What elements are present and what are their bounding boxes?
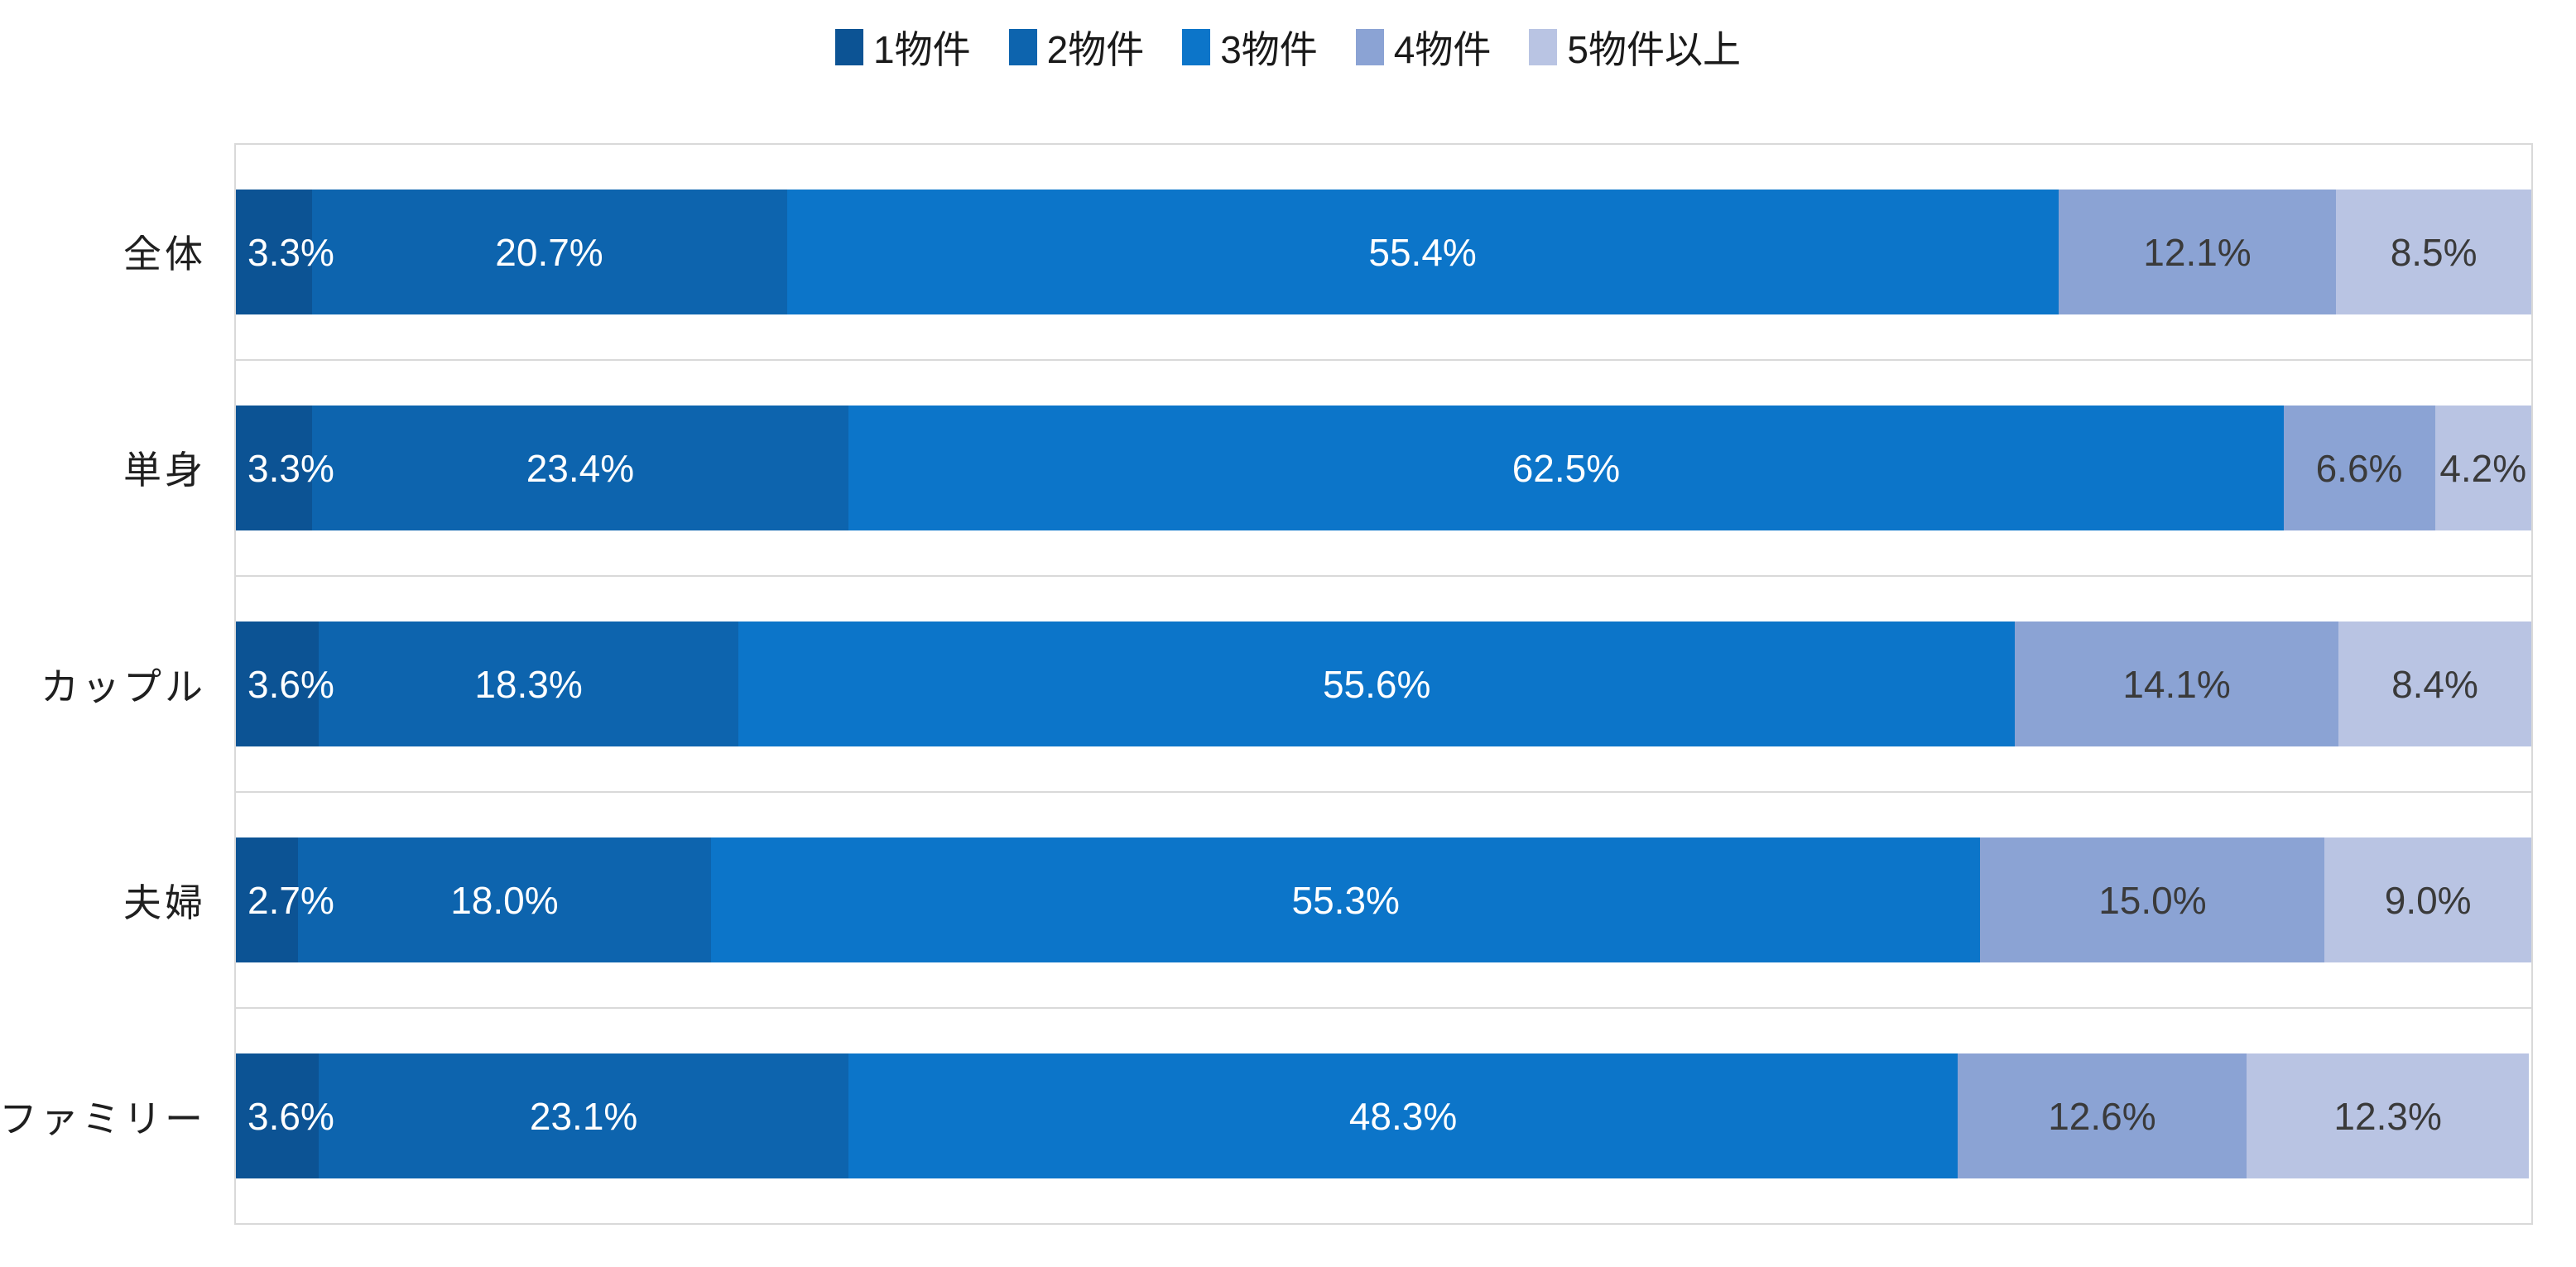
bar-segment: 18.3% xyxy=(318,622,739,746)
category-label: 夫婦 xyxy=(123,881,206,924)
stacked-bar: 3.6% 18.3% 55.6% 14.1% 8.4% xyxy=(236,622,2531,746)
bar-segment: 8.5% xyxy=(2336,190,2531,314)
category-label: カップル xyxy=(41,665,206,708)
segment-value-label: 55.4% xyxy=(1368,230,1477,274)
segment-value-label: 8.4% xyxy=(2391,662,2478,706)
legend-label: 3物件 xyxy=(1220,28,1318,71)
bar-row: 2.7% 18.0% 55.3% 15.0% 9.0% xyxy=(236,793,2531,1009)
bar-segment: 20.7% xyxy=(311,190,787,314)
bar-row: 3.6% 23.1% 48.3% 12.6% 12.3% xyxy=(236,1009,2531,1223)
segment-value-label: 3.6% xyxy=(248,1094,334,1138)
segment-value-label: 6.6% xyxy=(2315,446,2403,490)
legend-item: 3物件 xyxy=(1182,20,1318,74)
bar-segment: 4.2% xyxy=(2434,406,2531,530)
segment-value-label: 12.6% xyxy=(2048,1094,2156,1138)
legend-swatch-icon xyxy=(835,29,864,65)
bar-segment: 3.3% xyxy=(236,190,334,314)
legend-label: 2物件 xyxy=(1046,28,1145,71)
category-label: ファミリー xyxy=(0,1097,206,1141)
legend-item: 5物件以上 xyxy=(1529,20,1741,74)
chart-legend: 1物件 2物件 3物件 4物件 5物件以上 xyxy=(0,18,2576,76)
legend-swatch-icon xyxy=(1529,29,1558,65)
bar-segment: 55.4% xyxy=(786,190,2059,314)
legend-item: 1物件 xyxy=(835,20,971,74)
segment-value-label: 12.3% xyxy=(2333,1094,2442,1138)
segment-value-label: 15.0% xyxy=(2098,878,2207,922)
legend-label: 1物件 xyxy=(873,28,971,71)
legend-swatch-icon xyxy=(1355,29,1384,65)
bar-segment: 18.0% xyxy=(297,837,711,962)
bar-segment: 12.3% xyxy=(2247,1053,2530,1178)
bar-row: 3.6% 18.3% 55.6% 14.1% 8.4% xyxy=(236,577,2531,793)
stacked-bar: 2.7% 18.0% 55.3% 15.0% 9.0% xyxy=(236,837,2531,962)
stacked-bar: 3.3% 20.7% 55.4% 12.1% 8.5% xyxy=(236,190,2531,314)
segment-value-label: 55.6% xyxy=(1322,662,1431,706)
legend-swatch-icon xyxy=(1182,29,1211,65)
segment-value-label: 8.5% xyxy=(2390,230,2477,274)
segment-value-label: 12.1% xyxy=(2143,230,2252,274)
category-axis-labels: 全体単身カップル夫婦ファミリー xyxy=(0,143,234,1225)
stacked-bar: 3.6% 23.1% 48.3% 12.6% 12.3% xyxy=(236,1053,2531,1178)
segment-value-label: 23.1% xyxy=(529,1094,638,1138)
segment-value-label: 4.2% xyxy=(2439,446,2527,490)
bar-segment: 23.4% xyxy=(311,406,849,530)
segment-value-label: 18.3% xyxy=(474,662,583,706)
plot-area: 3.3% 20.7% 55.4% 12.1% 8.5% 3.3% 23.4% 62.5% 6.6… xyxy=(234,143,2533,1225)
stacked-bar: 3.3% 23.4% 62.5% 6.6% 4.2% xyxy=(236,406,2531,530)
bar-segment: 3.3% xyxy=(236,406,334,530)
bar-segment: 8.4% xyxy=(2338,622,2531,746)
segment-value-label: 3.3% xyxy=(248,446,334,490)
segment-value-label: 23.4% xyxy=(526,446,635,490)
bar-segment: 12.1% xyxy=(2058,190,2337,314)
legend-swatch-icon xyxy=(1008,29,1037,65)
legend-item: 4物件 xyxy=(1355,20,1492,74)
bar-segment: 15.0% xyxy=(1980,837,2325,962)
bar-row: 3.3% 20.7% 55.4% 12.1% 8.5% xyxy=(236,145,2531,361)
bar-segment: 6.6% xyxy=(2283,406,2435,530)
bar-segment: 55.3% xyxy=(710,837,1981,962)
segment-value-label: 3.3% xyxy=(248,230,334,274)
bar-segment: 9.0% xyxy=(2324,837,2531,962)
segment-value-label: 9.0% xyxy=(2384,878,2472,922)
segment-value-label: 55.3% xyxy=(1291,878,1400,922)
category-label: 単身 xyxy=(123,449,206,492)
segment-value-label: 2.7% xyxy=(248,878,334,922)
bar-segment: 2.7% xyxy=(236,837,334,962)
bar-segment: 55.6% xyxy=(738,622,2016,746)
bar-segment: 62.5% xyxy=(848,406,2284,530)
segment-value-label: 14.1% xyxy=(2122,662,2231,706)
bar-segment: 3.6% xyxy=(236,622,334,746)
segment-value-label: 48.3% xyxy=(1348,1094,1458,1138)
bar-segment: 48.3% xyxy=(848,1053,1958,1178)
segment-value-label: 18.0% xyxy=(450,878,559,922)
bar-row: 3.3% 23.4% 62.5% 6.6% 4.2% xyxy=(236,361,2531,577)
segment-value-label: 62.5% xyxy=(1511,446,1621,490)
category-label: 全体 xyxy=(123,232,206,276)
segment-value-label: 3.6% xyxy=(248,662,334,706)
segment-value-label: 20.7% xyxy=(495,230,603,274)
bar-segment: 12.6% xyxy=(1957,1053,2247,1178)
legend-label: 5物件以上 xyxy=(1567,28,1741,71)
bar-segment: 23.1% xyxy=(318,1053,849,1178)
legend-label: 4物件 xyxy=(1393,28,1492,71)
bar-segment: 14.1% xyxy=(2015,622,2339,746)
bar-segment: 3.6% xyxy=(236,1053,334,1178)
legend-item: 2物件 xyxy=(1008,20,1145,74)
